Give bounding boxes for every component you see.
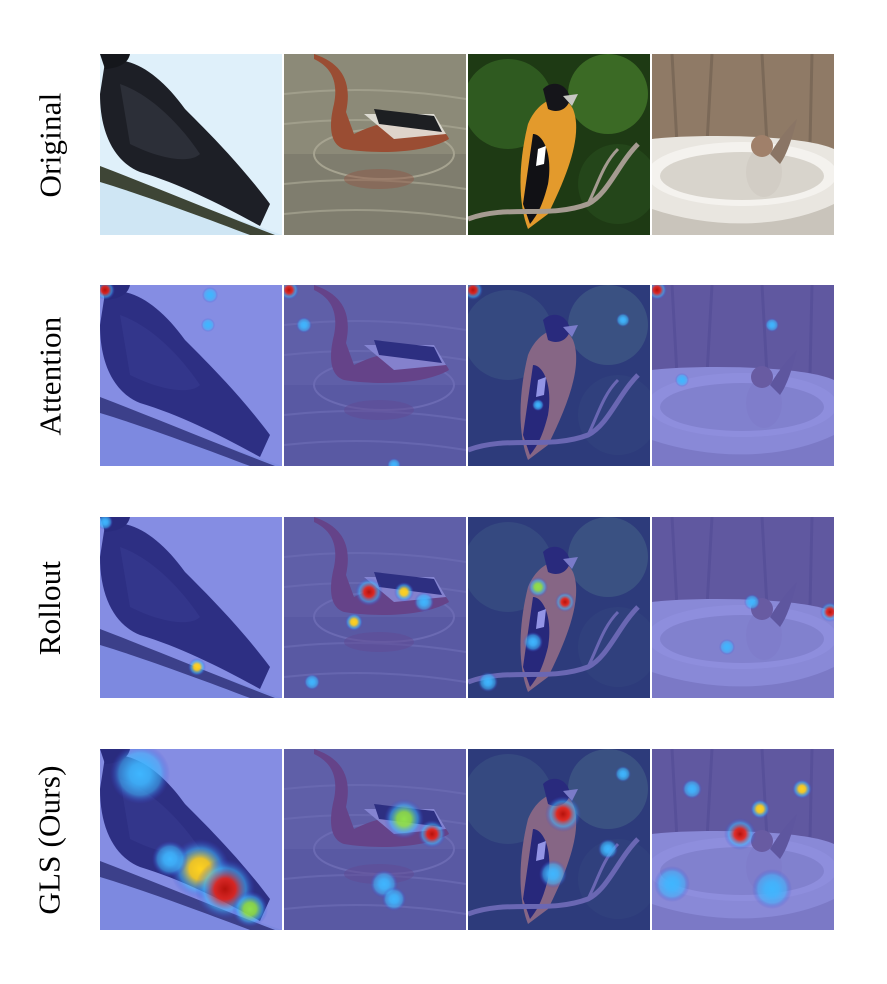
image-gls-2 [284,749,466,930]
row-label-attention: Attention [32,316,67,436]
image-original-3 [468,54,650,235]
image-gls-4 [652,749,834,930]
image-original-2 [284,54,466,235]
image-gls-3 [468,749,650,930]
image-attention-3 [468,285,650,466]
row-label-rollout: Rollout [32,560,68,656]
image-original-4 [652,54,834,235]
image-rollout-4 [652,517,834,698]
row-label-original: Original [32,92,68,198]
image-rollout-2 [284,517,466,698]
image-rollout-1 [100,517,282,698]
image-attention-2 [284,285,466,466]
image-original-1 [100,54,282,235]
image-gls-1 [100,749,282,930]
image-rollout-3 [468,517,650,698]
row-label-gls: GLS (Ours) [32,765,67,915]
image-attention-1 [100,285,282,466]
image-attention-4 [652,285,834,466]
